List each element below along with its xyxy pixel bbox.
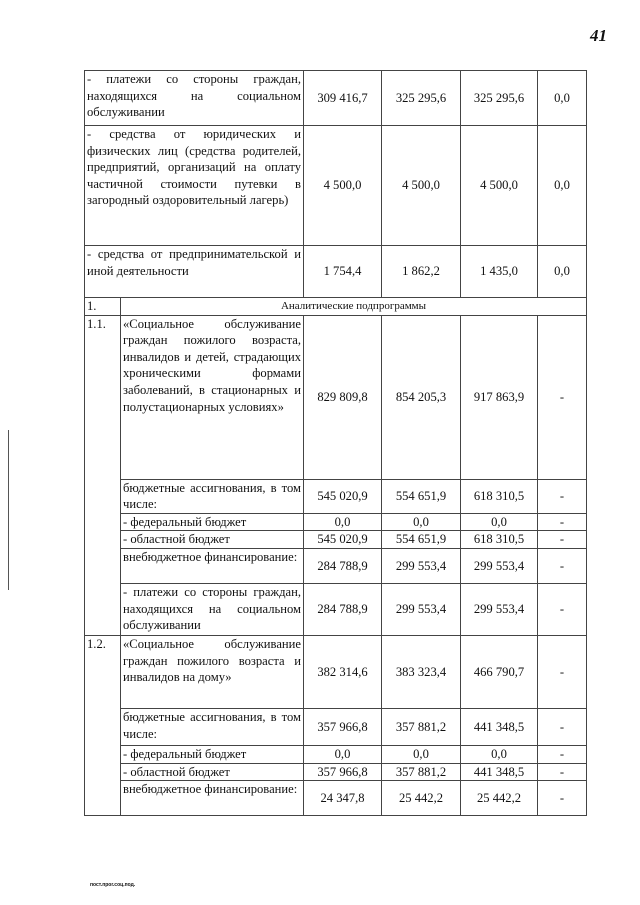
value-cell: -: [537, 314, 587, 480]
value-cell: 284 788,9: [303, 547, 382, 584]
table-row: внебюджетное финансирование: 24 347,8 25 4…: [85, 780, 587, 817]
row-description: - федеральный бюджет: [120, 744, 304, 764]
value-cell: -: [537, 582, 587, 636]
value-cell: -: [537, 707, 587, 746]
row-description: - средства от предпринимательской и иной…: [84, 245, 304, 298]
table-row: 1.2. «Социальное обслуживание граждан пож…: [84, 634, 587, 817]
value-cell: 357 966,8: [303, 762, 382, 782]
value-cell: -: [537, 547, 587, 584]
row-description: бюджетные ассигнования, в том числе:: [120, 707, 304, 746]
value-cell: 545 020,9: [303, 478, 382, 514]
value-cell: 441 348,5: [460, 762, 538, 782]
table-row: - платежи со стороны граждан, находящихс…: [84, 70, 587, 126]
row-number: 1.: [84, 297, 121, 316]
value-cell: 829 809,8: [303, 314, 382, 480]
value-cell: 0,0: [537, 125, 587, 246]
value-cell: 0,0: [537, 245, 587, 298]
value-cell: 299 553,4: [460, 547, 538, 584]
table-row: 1. Аналитические подпрограммы: [84, 297, 587, 316]
value-cell: 357 881,2: [381, 707, 461, 746]
table-row: бюджетные ассигнования, в том числе: 545 …: [85, 478, 587, 514]
row-description: внебюджетное финансирование:: [120, 547, 304, 584]
value-cell: 4 500,0: [460, 125, 538, 246]
value-cell: 4 500,0: [303, 125, 382, 246]
value-cell: 25 442,2: [381, 780, 461, 817]
row-number: 1.2.: [84, 634, 121, 817]
value-cell: 0,0: [303, 744, 382, 764]
row-description: - платежи со стороны граждан, находящихс…: [120, 582, 304, 636]
value-cell: 466 790,7: [460, 634, 538, 709]
row-description: «Социальное обслуживание граждан пожилог…: [120, 634, 304, 709]
value-cell: 917 863,9: [460, 314, 538, 480]
value-cell: 383 323,4: [381, 634, 461, 709]
value-cell: 382 314,6: [303, 634, 382, 709]
value-cell: -: [537, 744, 587, 764]
value-cell: 0,0: [460, 744, 538, 764]
row-description: - областной бюджет: [120, 530, 304, 549]
table-row: - федеральный бюджет 0,0 0,0 0,0-: [85, 512, 587, 532]
table-row: - областной бюджет 357 966,8 357 881,2 441 …: [85, 762, 587, 782]
row-description: бюджетные ассигнования, в том числе:: [120, 478, 304, 514]
value-cell: 4 500,0: [381, 125, 461, 246]
value-cell: 325 295,6: [460, 70, 538, 126]
table-row: - платежи со стороны граждан, находящихс…: [85, 582, 587, 636]
funding-table: - платежи со стороны граждан, находящихс…: [84, 70, 587, 817]
section-header: Аналитические подпрограммы: [120, 297, 587, 316]
row-description: - средства от юридических и физических л…: [84, 125, 304, 246]
value-cell: 24 347,8: [303, 780, 382, 817]
value-cell: -: [537, 634, 587, 709]
value-cell: -: [537, 512, 587, 532]
value-cell: 284 788,9: [303, 582, 382, 636]
value-cell: 25 442,2: [460, 780, 538, 817]
page-number: 41: [590, 26, 607, 45]
value-cell: 1 862,2: [381, 245, 461, 298]
value-cell: 299 553,4: [381, 582, 461, 636]
value-cell: 0,0: [460, 512, 538, 532]
value-cell: 0,0: [381, 512, 461, 532]
row-description: - областной бюджет: [120, 762, 304, 782]
table-row: 1.1. «Социальное обслуживание граждан пож…: [84, 314, 587, 636]
value-cell: 299 553,4: [381, 547, 461, 584]
row-number: 1.1.: [84, 314, 121, 636]
table-row: - средства от предпринимательской и иной…: [84, 245, 587, 298]
value-cell: 854 205,3: [381, 314, 461, 480]
value-cell: 618 310,5: [460, 478, 538, 514]
value-cell: 309 416,7: [303, 70, 382, 126]
value-cell: -: [537, 478, 587, 514]
value-cell: 545 020,9: [303, 530, 382, 549]
row-description: «Социальное обслуживание граждан пожилог…: [120, 314, 304, 480]
row-description: - федеральный бюджет: [120, 512, 304, 532]
table-row: - федеральный бюджет 0,0 0,0 0,0-: [85, 744, 587, 764]
value-cell: 299 553,4: [460, 582, 538, 636]
value-cell: -: [537, 762, 587, 782]
value-cell: 0,0: [381, 744, 461, 764]
value-cell: 0,0: [537, 70, 587, 126]
value-cell: 618 310,5: [460, 530, 538, 549]
value-cell: 357 881,2: [381, 762, 461, 782]
value-cell: 554 651,9: [381, 478, 461, 514]
table-row: внебюджетное финансирование: 284 788,9 299…: [85, 547, 587, 584]
value-cell: 325 295,6: [381, 70, 461, 126]
value-cell: -: [537, 780, 587, 817]
value-cell: 441 348,5: [460, 707, 538, 746]
value-cell: 554 651,9: [381, 530, 461, 549]
value-cell: 357 966,8: [303, 707, 382, 746]
row-description: - платежи со стороны граждан, находящихс…: [84, 70, 304, 126]
row-description: внебюджетное финансирование:: [120, 780, 304, 817]
table-row: - областной бюджет 545 020,9 554 651,9 618 …: [85, 530, 587, 549]
scan-margin-mark: [8, 430, 9, 590]
value-cell: 0,0: [303, 512, 382, 532]
value-cell: 1 435,0: [460, 245, 538, 298]
footer-code: пост.прог.соц.под.: [90, 882, 136, 888]
table-row: бюджетные ассигнования, в том числе: 357 …: [85, 707, 587, 746]
value-cell: -: [537, 530, 587, 549]
value-cell: 1 754,4: [303, 245, 382, 298]
table-row: - средства от юридических и физических л…: [84, 125, 587, 246]
